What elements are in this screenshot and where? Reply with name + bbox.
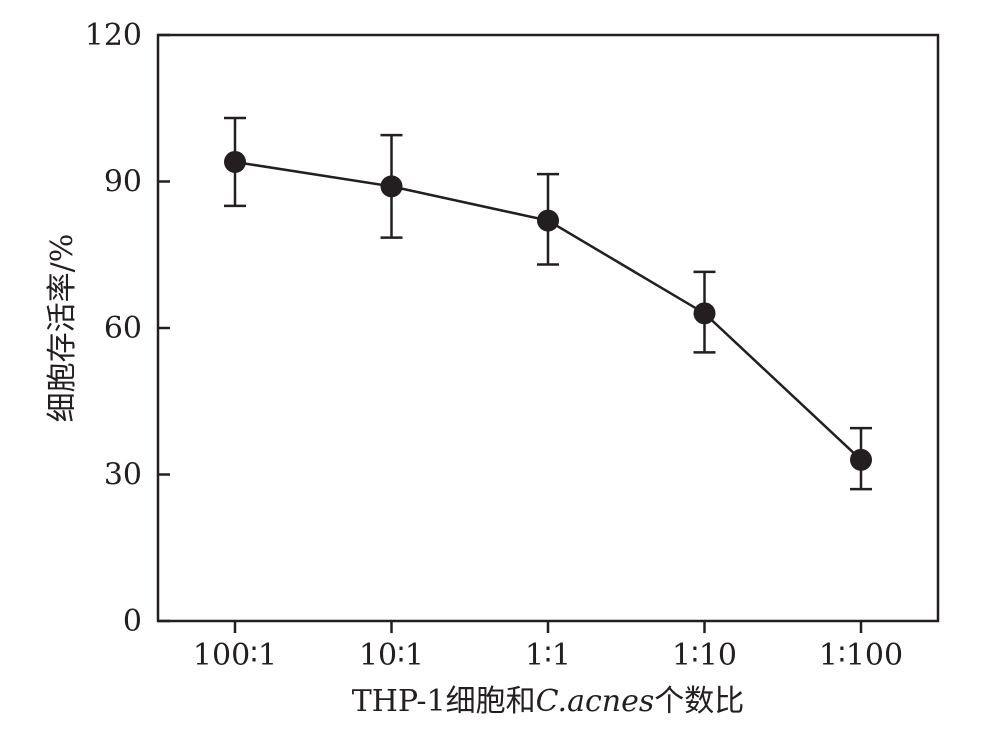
x-tick-label: 1∶100 bbox=[819, 638, 903, 673]
y-axis-title: 细胞存活率/% bbox=[45, 234, 80, 423]
y-tick-label: 120 bbox=[85, 18, 142, 53]
data-point bbox=[537, 209, 559, 232]
x-axis-title-prefix: THP-1细胞和 bbox=[352, 684, 536, 719]
data-points bbox=[224, 150, 872, 471]
x-axis-title: THP-1细胞和C.acnes个数比 bbox=[352, 684, 745, 719]
data-point bbox=[850, 448, 872, 471]
y-tick-label: 30 bbox=[104, 458, 142, 493]
x-tick-label: 100∶1 bbox=[193, 638, 277, 673]
plot-frame bbox=[156, 33, 940, 623]
x-axis-title-italic: C.acnes bbox=[536, 684, 655, 719]
y-tick-label: 0 bbox=[123, 604, 142, 639]
error-bars bbox=[224, 116, 872, 491]
y-axis: 0 30 60 90 120 bbox=[85, 18, 170, 639]
data-point bbox=[380, 175, 403, 198]
x-tick-label: 1∶10 bbox=[672, 638, 737, 673]
y-tick-label: 90 bbox=[104, 165, 142, 200]
x-tick-label: 1∶1 bbox=[525, 638, 571, 673]
y-tick-label: 60 bbox=[104, 311, 142, 346]
data-point bbox=[224, 150, 246, 173]
x-axis: 100∶1 10∶1 1∶1 1∶10 1∶100 bbox=[193, 621, 903, 673]
x-tick-label: 10∶1 bbox=[359, 638, 424, 673]
data-point bbox=[693, 302, 716, 325]
x-axis-title-suffix: 个数比 bbox=[654, 684, 744, 719]
